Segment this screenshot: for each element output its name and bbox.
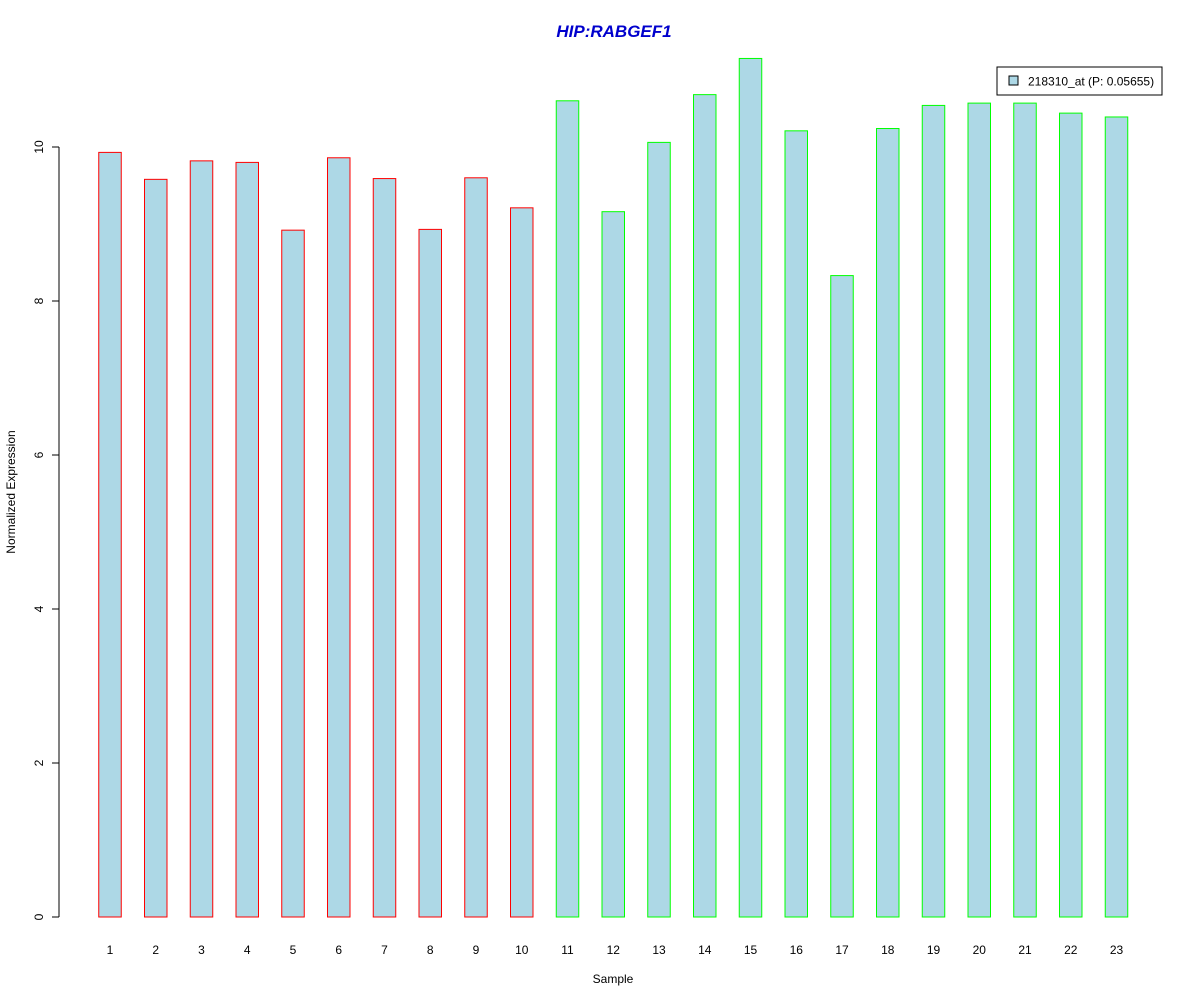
x-tick-labels: 1 2 3 4 5 6 7 8 9 10 11 12 13 14 15 16 17 18 19 20 21 22 23 [107, 943, 1124, 957]
legend-box [996, 66, 1163, 96]
x-tick-label: 9 [473, 943, 480, 957]
y-tick-label: 10 [32, 140, 46, 154]
x-tick-label: 10 [515, 943, 529, 957]
bar-sample-12 [601, 211, 625, 918]
bar-sample-22 [1059, 112, 1083, 918]
x-tick-label: 6 [335, 943, 342, 957]
bar-sample-19 [921, 104, 946, 918]
y-tick-label: 6 [32, 451, 46, 458]
y-tick-label: 4 [32, 605, 46, 612]
y-tick-label: 0 [32, 913, 46, 920]
bar-sample-7 [372, 178, 397, 918]
bar-sample-4 [235, 161, 259, 918]
bar-sample-11 [555, 100, 580, 918]
x-tick-label: 18 [881, 943, 895, 957]
x-tick-label: 13 [652, 943, 666, 957]
bar-sample-16 [784, 130, 808, 918]
bar-sample-6 [327, 157, 351, 918]
y-tick-label: 8 [32, 297, 46, 304]
x-tick-label: 23 [1110, 943, 1124, 957]
x-tick-label: 2 [152, 943, 159, 957]
bar-sample-5 [281, 229, 305, 918]
bars-group [98, 57, 1129, 918]
bar-sample-21 [1013, 102, 1037, 918]
x-tick-label: 4 [244, 943, 251, 957]
bar-sample-15 [738, 57, 763, 918]
x-tick-label: 14 [698, 943, 712, 957]
bar-sample-20 [967, 102, 991, 918]
chart-title: HIP:RABGEF1 [556, 22, 671, 41]
x-axis-label: Sample [593, 972, 634, 986]
bar-sample-17 [830, 275, 854, 918]
x-tick-label: 21 [1018, 943, 1032, 957]
bar-sample-8 [418, 228, 442, 918]
bar-sample-23 [1104, 116, 1129, 918]
bar-sample-2 [144, 178, 168, 918]
x-tick-label: 5 [290, 943, 297, 957]
x-tick-label: 7 [381, 943, 388, 957]
bar-sample-3 [189, 160, 214, 918]
bar-sample-9 [464, 177, 488, 918]
legend: 218310_at (P: 0.05655) [996, 66, 1163, 96]
y-tick-label: 2 [32, 759, 46, 766]
bar-sample-14 [693, 94, 717, 918]
x-tick-label: 15 [744, 943, 758, 957]
x-tick-label: 11 [561, 943, 574, 957]
legend-swatch [1008, 75, 1019, 86]
legend-label: 218310_at (P: 0.05655) [1028, 75, 1154, 89]
y-axis: 0 2 4 6 8 10 [32, 140, 60, 920]
y-axis-label: Normalized Expression [4, 430, 18, 553]
x-tick-label: 3 [198, 943, 205, 957]
bar-sample-13 [647, 141, 671, 918]
x-tick-label: 17 [835, 943, 849, 957]
x-tick-label: 16 [790, 943, 804, 957]
x-tick-label: 12 [607, 943, 621, 957]
x-tick-label: 22 [1064, 943, 1078, 957]
x-tick-label: 1 [107, 943, 114, 957]
bar-sample-10 [510, 207, 534, 918]
bar-sample-1 [98, 151, 122, 918]
x-tick-label: 20 [973, 943, 987, 957]
bar-sample-18 [876, 128, 900, 918]
x-tick-label: 19 [927, 943, 941, 957]
x-tick-label: 8 [427, 943, 434, 957]
